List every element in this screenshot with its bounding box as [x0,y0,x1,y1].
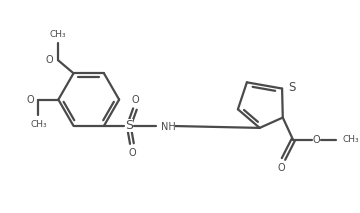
Text: O: O [131,95,139,105]
Text: O: O [313,135,320,145]
Text: CH₃: CH₃ [50,30,66,39]
Text: NH: NH [161,122,175,132]
Text: O: O [26,95,34,105]
Text: S: S [288,81,295,94]
Text: O: O [278,163,285,173]
Text: O: O [128,148,136,158]
Text: CH₃: CH₃ [342,135,359,144]
Text: CH₃: CH₃ [30,120,47,129]
Text: O: O [46,55,54,65]
Text: S: S [125,119,133,132]
